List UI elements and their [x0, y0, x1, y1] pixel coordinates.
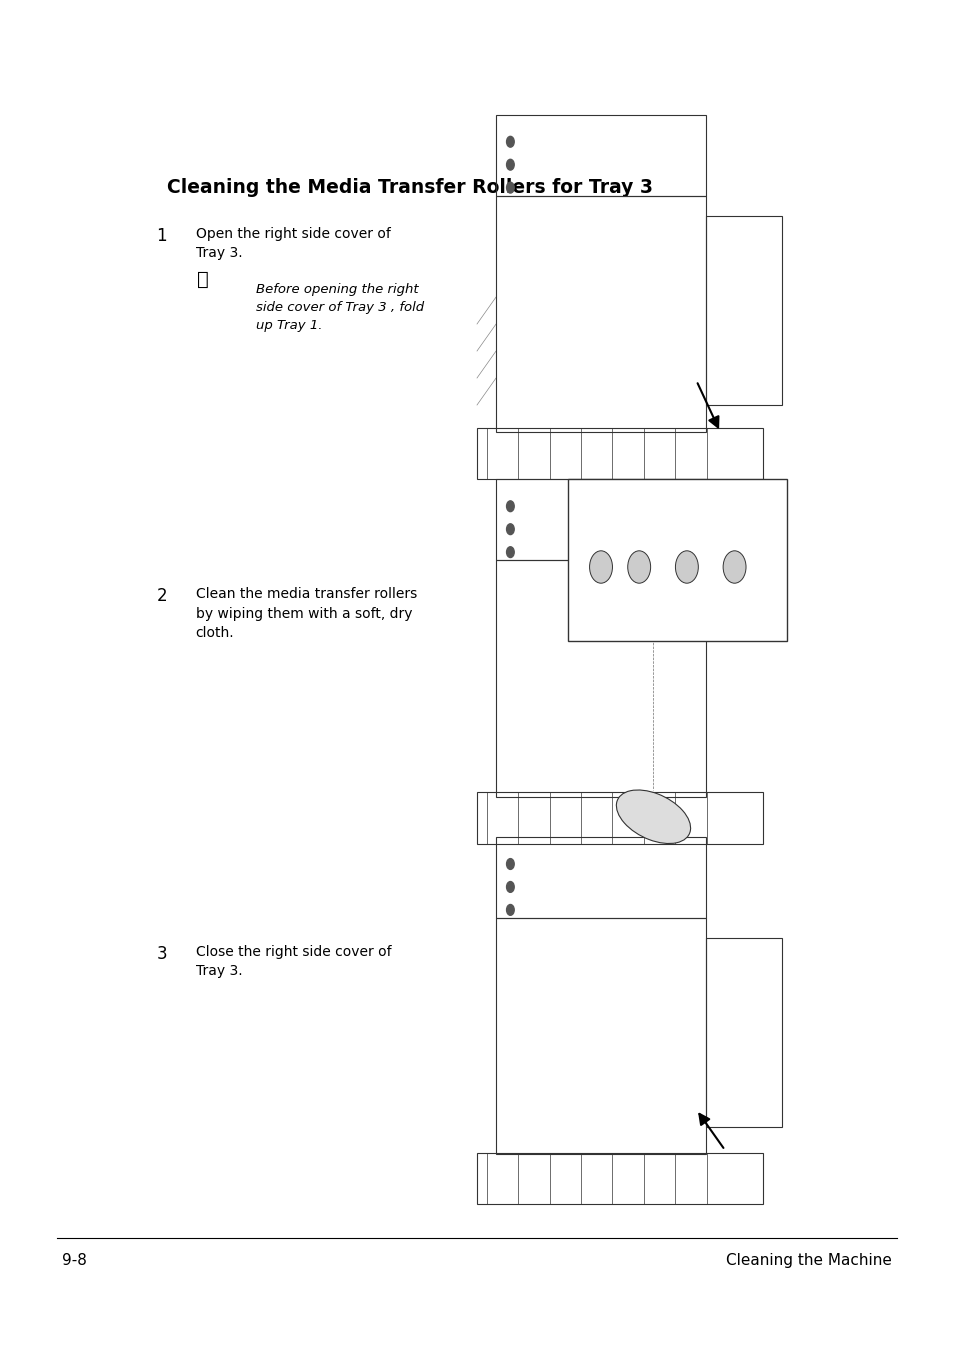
Circle shape [589, 551, 612, 583]
Circle shape [627, 551, 650, 583]
Bar [496, 560, 705, 796]
Text: 9-8: 9-8 [62, 1253, 87, 1268]
Bar [496, 196, 705, 432]
Bar [705, 216, 781, 405]
Circle shape [506, 159, 514, 170]
Circle shape [506, 524, 514, 535]
Circle shape [722, 551, 745, 583]
Text: 1: 1 [156, 227, 167, 244]
Ellipse shape [616, 790, 690, 844]
Bar [496, 918, 705, 1154]
Text: 2: 2 [156, 587, 167, 605]
Text: 📖: 📖 [197, 270, 209, 289]
Text: Cleaning the Media Transfer Rollers for Tray 3: Cleaning the Media Transfer Rollers for … [167, 178, 652, 197]
Bar [496, 837, 705, 918]
Bar [476, 428, 762, 479]
Bar [496, 115, 705, 196]
Circle shape [506, 904, 514, 915]
Text: Cleaning the Machine: Cleaning the Machine [725, 1253, 891, 1268]
Circle shape [506, 182, 514, 193]
Text: Before opening the right
side cover of Tray 3 , fold
up Tray 1.: Before opening the right side cover of T… [255, 284, 423, 332]
Circle shape [506, 501, 514, 512]
Text: Close the right side cover of
Tray 3.: Close the right side cover of Tray 3. [195, 945, 391, 979]
Bar [476, 1153, 762, 1204]
Text: 3: 3 [156, 945, 167, 963]
Circle shape [506, 882, 514, 892]
Bar [705, 938, 781, 1127]
FancyBboxPatch shape [567, 479, 786, 641]
Circle shape [506, 136, 514, 147]
Circle shape [675, 551, 698, 583]
Text: Open the right side cover of
Tray 3.: Open the right side cover of Tray 3. [195, 227, 390, 261]
Text: Clean the media transfer rollers
by wiping them with a soft, dry
cloth.: Clean the media transfer rollers by wipi… [195, 587, 416, 640]
Bar [496, 479, 705, 560]
Circle shape [506, 859, 514, 869]
Bar [476, 792, 762, 844]
Circle shape [506, 547, 514, 558]
